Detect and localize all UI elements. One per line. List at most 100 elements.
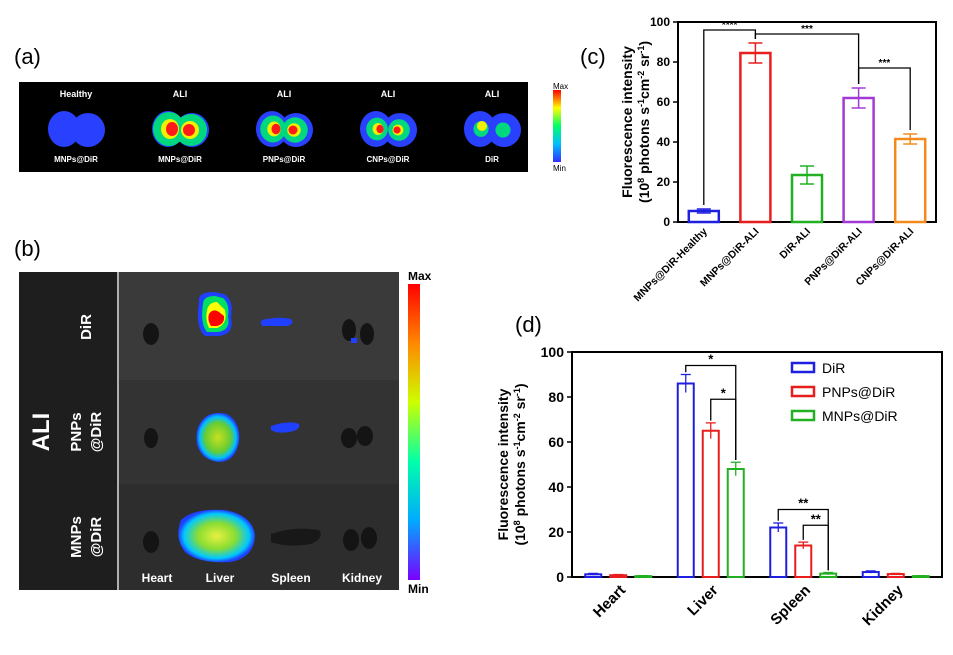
panel-b-row-label-pnps-1: PNPs <box>68 412 85 451</box>
significance-bracket <box>703 29 757 205</box>
organ-liver-dir-core <box>208 310 225 326</box>
panel-a-signal-peak <box>393 126 401 134</box>
y-tick-label: 0 <box>556 569 564 585</box>
organ-label-spleen: Spleen <box>271 571 310 585</box>
panel-b-colorbar-min: Min <box>408 582 429 596</box>
y-tick-label: 20 <box>548 524 564 540</box>
bar <box>794 544 813 578</box>
organ-spleen-dir <box>260 317 293 326</box>
organ-kidney-pnps-left <box>341 428 357 448</box>
panel-b-imaging: ALI DiR PNPs @DiR MNPs @DiR Heart Liver … <box>19 272 432 596</box>
panel-a-colorbar-max: Max <box>553 82 568 91</box>
panel-b-group-label: ALI <box>28 413 55 452</box>
y-tick-label: 60 <box>548 434 564 450</box>
panel-a-lung-left <box>48 111 80 147</box>
panel-label-d: (d) <box>515 312 542 337</box>
organ-heart-pnps <box>144 428 158 448</box>
organ-liver-pnps <box>196 413 240 462</box>
panel-a-colorbar <box>553 90 561 162</box>
y-tick-label: 20 <box>657 175 671 189</box>
significance-label: *** <box>801 24 813 35</box>
significance-label: * <box>721 385 727 400</box>
significance-label: ** <box>798 496 809 511</box>
panel-a-signal-mid <box>495 122 511 138</box>
panel-a-signal-peak <box>183 124 195 136</box>
bar <box>769 526 788 578</box>
x-tick-label: Spleen <box>767 582 814 629</box>
panel-a-imaging: Healthy MNPs@DiR ALI MNPs@DiR ALI PNPs@DiR ALI… <box>19 82 568 173</box>
panel-b-colorbar <box>408 284 420 580</box>
organ-kidney-dir-left <box>342 319 356 341</box>
y-axis-label: Fluorescence intensity (108 photons s-1cm… <box>495 383 528 545</box>
panel-b-row-label-pnps-2: @DiR <box>88 412 105 453</box>
organ-kidney-pnps-right <box>357 426 373 446</box>
panel-a-signal-peak <box>166 122 178 136</box>
organ-spleen-pnps <box>271 422 300 433</box>
panel-a-colorbar-min: Min <box>553 164 566 173</box>
bar <box>842 96 875 224</box>
panel-a-lung-right <box>71 113 105 147</box>
organ-kidney-dir-signal <box>351 338 357 343</box>
svg-text:(108 photons s-1cm-2 sr-1): (108 photons s-1cm-2 sr-1) <box>636 41 652 203</box>
y-tick-label: 60 <box>657 95 671 109</box>
organ-kidney-mnps-right <box>361 527 377 549</box>
significance-label: **** <box>722 20 738 31</box>
bar <box>893 137 927 224</box>
y-tick-label: 100 <box>541 344 565 360</box>
svg-text:Fluorescence intensity: Fluorescence intensity <box>495 388 511 540</box>
panel-b-row-label-mnps-1: MNPs <box>68 516 85 558</box>
panel-label-b: (b) <box>14 236 41 261</box>
y-tick-label: 80 <box>548 389 564 405</box>
organ-label-kidney: Kidney <box>342 571 382 585</box>
organ-kidney-dir-right <box>360 323 374 345</box>
organ-liver-mnps <box>178 509 255 563</box>
panel-b-label-column <box>19 272 117 590</box>
organ-label-liver: Liver <box>206 571 235 585</box>
panel-label-c: (c) <box>580 44 606 69</box>
x-tick-label: DiR-ALI <box>777 226 813 262</box>
y-tick-label: 40 <box>548 479 564 495</box>
chart-d: 0 20 40 60 80 100 Fluorescence intensity (108 p… <box>495 344 943 629</box>
x-tick-label: Heart <box>590 582 629 621</box>
panel-a-bottom-label: DiR <box>485 155 499 164</box>
panel-b-colorbar-max: Max <box>408 272 432 283</box>
chart-c: 0 20 40 60 80 100 Fluorescence intensity (108 p… <box>619 15 937 305</box>
organ-label-heart: Heart <box>142 571 173 585</box>
svg-text:Fluorescence intensity: Fluorescence intensity <box>619 46 635 198</box>
organ-heart-mnps <box>143 531 159 553</box>
organ-heart-dir <box>143 323 159 345</box>
significance-bracket <box>802 524 829 571</box>
y-axis-label: Fluorescence intensity (108 photons s-1cm… <box>619 41 652 203</box>
panel-a-signal-peak <box>376 124 384 134</box>
panel-b-row-label-dir: DiR <box>78 314 95 340</box>
panel-a-bottom-label: CNPs@DiR <box>367 155 410 164</box>
significance-label: ** <box>811 511 822 526</box>
panel-a-bottom-label: MNPs@DiR <box>158 155 202 164</box>
panel-a-signal-peak <box>288 125 298 135</box>
panel-a-bottom-label: MNPs@DiR <box>54 155 98 164</box>
y-tick-label: 0 <box>663 215 670 229</box>
chart-c-frame <box>677 21 937 223</box>
panel-a-top-label: ALI <box>485 89 500 99</box>
significance-bracket <box>710 398 737 460</box>
x-tick-label: MNPs@DiR-Healthy <box>631 226 710 305</box>
legend-label: DiR <box>822 360 845 376</box>
legend-label: MNPs@DiR <box>822 408 898 424</box>
panel-a-signal-peak <box>271 123 281 135</box>
panel-b-row-pnps <box>119 380 399 484</box>
significance-label: * <box>708 352 714 367</box>
svg-text:(108 photons s-1cm-2 sr-1): (108 photons s-1cm-2 sr-1) <box>512 383 528 545</box>
chart-d-frame <box>571 351 943 578</box>
significance-bracket <box>857 67 911 130</box>
y-tick-label: 80 <box>657 55 671 69</box>
legend-swatch <box>790 409 816 422</box>
panel-a-bottom-label: PNPs@DiR <box>263 155 306 164</box>
x-tick-label: Kidney <box>859 581 907 629</box>
panel-a-top-label: ALI <box>173 89 188 99</box>
bar <box>726 468 745 578</box>
panel-b-row-dir <box>119 272 399 380</box>
legend-label: PNPs@DiR <box>822 384 895 400</box>
panel-a-top-label: ALI <box>381 89 396 99</box>
bar <box>676 382 695 578</box>
panel-label-a: (a) <box>14 44 41 69</box>
